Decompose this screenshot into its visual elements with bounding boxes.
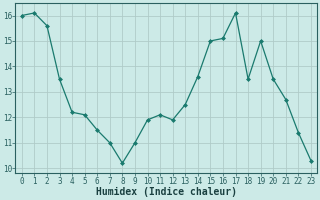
X-axis label: Humidex (Indice chaleur): Humidex (Indice chaleur): [96, 187, 237, 197]
